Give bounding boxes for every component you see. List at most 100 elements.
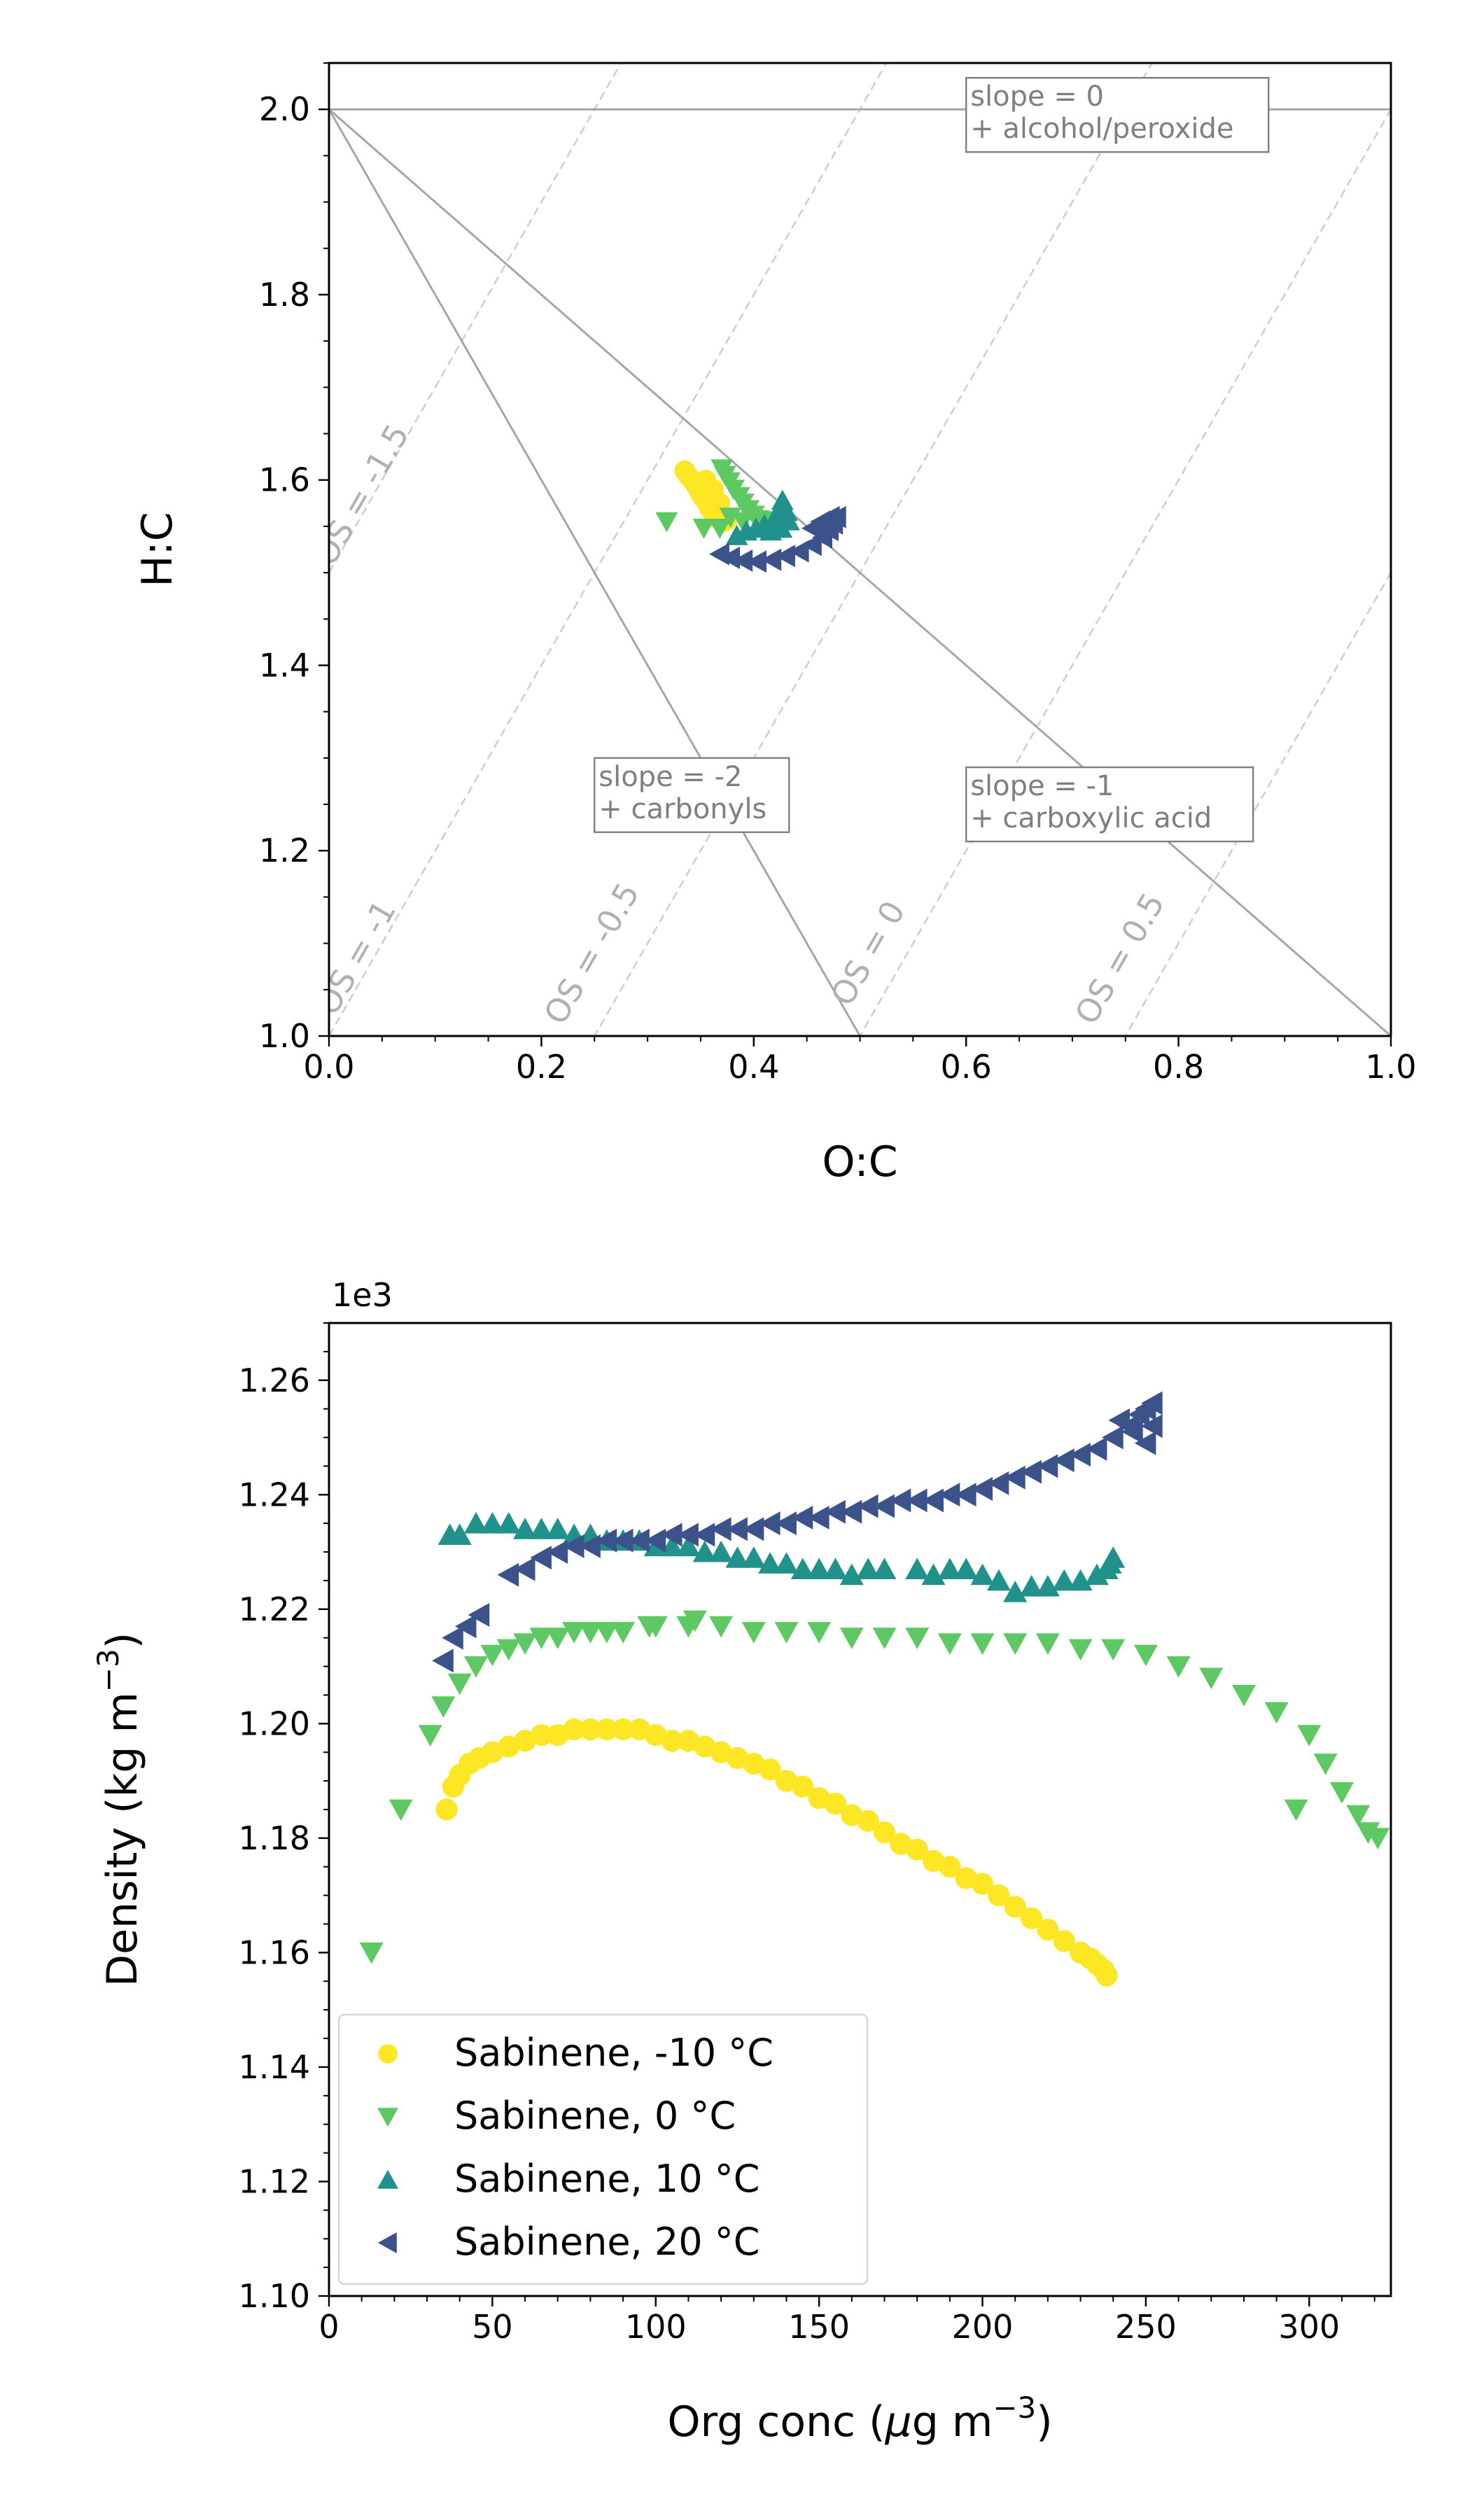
os-line-os-0-5: [1124, 570, 1391, 1036]
os-line-os-1: [329, 63, 888, 1036]
x-tick-label: 150: [788, 2308, 850, 2346]
data-point: [682, 1610, 707, 1632]
data-point: [905, 1558, 930, 1579]
os-line-os-0-5: [593, 63, 1154, 1036]
data-point: [746, 550, 766, 573]
data-point: [922, 1488, 944, 1513]
y-tick-label: 1.10: [239, 2277, 310, 2315]
data-point: [792, 1775, 814, 1798]
data-point: [418, 1725, 442, 1746]
legend-label-sabinene-0-c: Sabinene, 0 °C: [454, 2094, 736, 2138]
data-point: [643, 1616, 668, 1638]
x-axis-label: O:C: [822, 1138, 897, 1186]
data-point: [1020, 1907, 1043, 1929]
y-axis-label: Density (kg m−3): [91, 1632, 147, 1987]
x-axis-label-part: Org conc (: [667, 2398, 885, 2446]
data-point: [761, 548, 782, 571]
y-tick-label: 1.14: [239, 2048, 310, 2086]
density-plot-area: [359, 1391, 1390, 1987]
data-point: [1232, 1685, 1256, 1707]
y-tick-label: 1.20: [239, 1704, 310, 1742]
data-point: [578, 1622, 603, 1644]
data-point: [856, 1558, 881, 1579]
data-point: [873, 1821, 896, 1844]
series-sabinene-10-c: [435, 1718, 1118, 1987]
x-tick-label: 0.8: [1153, 1048, 1204, 1086]
data-point: [1096, 1964, 1118, 1987]
data-point: [970, 1633, 995, 1655]
data-point: [971, 1477, 993, 1502]
y-tick-label: 1.2: [259, 832, 310, 869]
series-sabinene-0-c: [359, 1610, 1390, 1964]
x-tick-label: 0.2: [516, 1048, 567, 1086]
data-point: [741, 1546, 766, 1568]
data-point: [1141, 1414, 1163, 1438]
data-point: [497, 1562, 519, 1587]
annotation-text: slope = -1: [970, 770, 1114, 802]
y-tick-label: 1.18: [239, 1819, 310, 1857]
data-point: [889, 1488, 911, 1513]
data-point: [1003, 1581, 1028, 1602]
data-point: [759, 1758, 781, 1781]
data-point: [807, 1622, 832, 1644]
data-point: [693, 1522, 715, 1547]
x-tick-label: 300: [1278, 2308, 1340, 2346]
data-point: [938, 1483, 960, 1507]
data-point: [1069, 1443, 1091, 1467]
data-point: [594, 1622, 619, 1644]
data-point: [1166, 1656, 1191, 1678]
data-point: [1036, 1454, 1058, 1478]
data-point: [988, 1884, 1010, 1907]
data-point: [774, 1552, 799, 1574]
data-point: [1053, 1448, 1074, 1473]
data-point: [432, 1648, 454, 1673]
series-sabinene-20-c: [432, 1391, 1163, 1673]
data-point: [464, 1512, 488, 1534]
data-point: [1330, 1782, 1354, 1804]
annotation-box: [965, 766, 1254, 843]
data-point: [546, 1540, 568, 1564]
y-tick-label: 1.6: [259, 461, 310, 499]
x-tick-label: 0.4: [728, 1048, 779, 1086]
data-point: [1133, 1644, 1158, 1667]
data-point: [741, 1622, 766, 1644]
data-point: [692, 519, 715, 539]
data-point: [709, 1540, 734, 1562]
data-point: [530, 1546, 552, 1570]
data-point: [954, 1558, 979, 1579]
data-point: [513, 1557, 536, 1581]
offset-text: 1e3: [332, 1276, 393, 1314]
legend-label-sabinene-10-c: Sabinene, -10 °C: [454, 2031, 774, 2075]
annotation-text: slope = 0: [970, 80, 1104, 113]
data-point: [480, 1644, 505, 1667]
data-point: [676, 1534, 701, 1557]
series-sabinene-20-c: [709, 505, 846, 573]
data-point: [1035, 1633, 1060, 1655]
data-point: [725, 1546, 750, 1568]
annotation-box: [965, 76, 1270, 153]
y-tick-label: 1.16: [239, 1933, 310, 1971]
data-point: [496, 1512, 521, 1534]
data-point: [802, 517, 822, 540]
data-point: [791, 1506, 813, 1530]
y-tick-label: 1.4: [259, 646, 310, 684]
data-point: [442, 1625, 463, 1650]
data-point: [742, 1517, 764, 1541]
data-point: [1121, 1420, 1143, 1444]
data-point: [1264, 1702, 1289, 1724]
y-tick-label: 1.26: [239, 1362, 310, 1399]
data-point: [435, 1798, 458, 1821]
data-point: [596, 1718, 618, 1741]
y-tick-label: 1.24: [239, 1476, 310, 1513]
data-point: [692, 1540, 717, 1562]
data-point: [468, 1603, 490, 1627]
data-point: [872, 1558, 897, 1579]
data-point: [708, 519, 732, 539]
data-point: [1346, 1805, 1371, 1827]
data-point: [986, 1569, 1011, 1591]
x-tick-label: 200: [952, 2308, 1014, 2346]
data-point: [709, 1616, 734, 1638]
data-point: [824, 1499, 846, 1524]
annotation-2: slope = -1 + carboxylic acid: [965, 766, 1254, 843]
